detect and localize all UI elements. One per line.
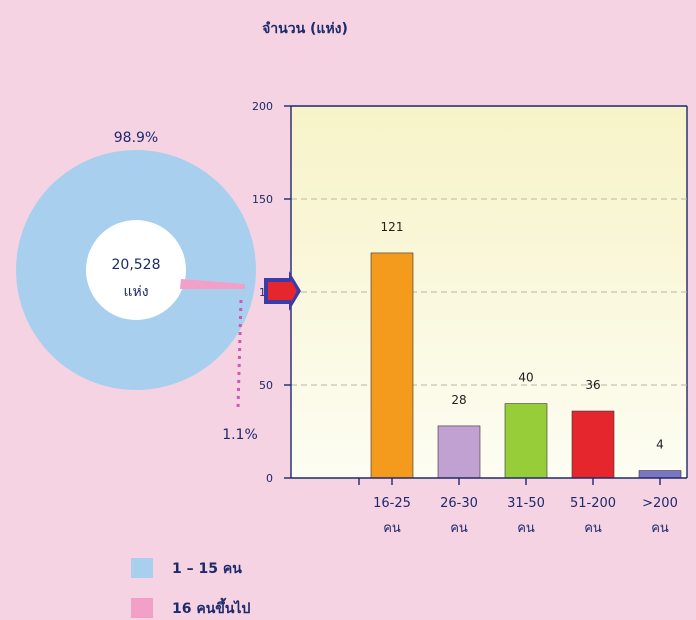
x-tick-label: 31-50 (507, 496, 545, 511)
pointer-arrow-icon (268, 280, 297, 302)
bar (504, 403, 548, 479)
legend-swatch-1-15 (131, 558, 153, 578)
legend: 1 – 15 คน 16 คนขึ้นไป (131, 558, 250, 618)
bar-value-labels: 121 28 40 36 4 (381, 220, 664, 452)
x-tick-label: 16-25 (373, 496, 411, 511)
bar (571, 410, 615, 479)
legend-swatch-16-plus (131, 598, 153, 618)
donut-center-unit: แห่ง (123, 284, 148, 300)
y-tick-label: 0 (266, 472, 273, 485)
x-tick-unit: คน (517, 521, 535, 536)
bars (370, 252, 682, 479)
bar-value-label: 28 (451, 393, 466, 407)
y-tick-label: 200 (252, 100, 273, 113)
slice-connector-line (236, 299, 243, 409)
legend-label-1-15: 1 – 15 คน (172, 561, 242, 577)
donut-slice-16-plus (180, 279, 245, 289)
bar (638, 470, 682, 479)
donut-hole (86, 220, 186, 320)
bar-value-label: 121 (381, 220, 404, 234)
x-tick-label: >200 (642, 496, 678, 511)
bar-value-label: 40 (518, 371, 533, 385)
x-tick-unit: คน (383, 521, 401, 536)
x-tick-unit: คน (450, 521, 468, 536)
bar-chart-title: จำนวน (แห่ง) (262, 21, 348, 37)
donut-center-value: 20,528 (112, 257, 161, 273)
x-tick-label: 26-30 (440, 496, 478, 511)
donut-slice-label-small: 1.1% (222, 427, 258, 443)
bar-value-label: 36 (585, 378, 600, 392)
donut-slice-label-large: 98.9% (114, 130, 158, 146)
bar-value-label: 4 (656, 438, 664, 452)
y-axis-ticks: 05010150200 (252, 100, 291, 485)
x-tick-label: 51-200 (570, 496, 616, 511)
x-tick-unit: คน (584, 521, 602, 536)
y-tick-label: 150 (252, 193, 273, 206)
plot-area (291, 107, 687, 478)
donut-chart: 20,528 แห่ง 98.9% 1.1% (16, 130, 258, 443)
bar (437, 425, 481, 479)
legend-label-16-plus: 16 คนขึ้นไป (172, 597, 250, 617)
bar (370, 252, 414, 479)
x-tick-unit: คน (651, 521, 669, 536)
y-tick-label: 50 (259, 379, 273, 392)
gridlines (291, 198, 687, 386)
x-axis-labels: 16-25 คน 26-30 คน 31-50 คน 51-200 คน >200 คน (358, 478, 678, 536)
